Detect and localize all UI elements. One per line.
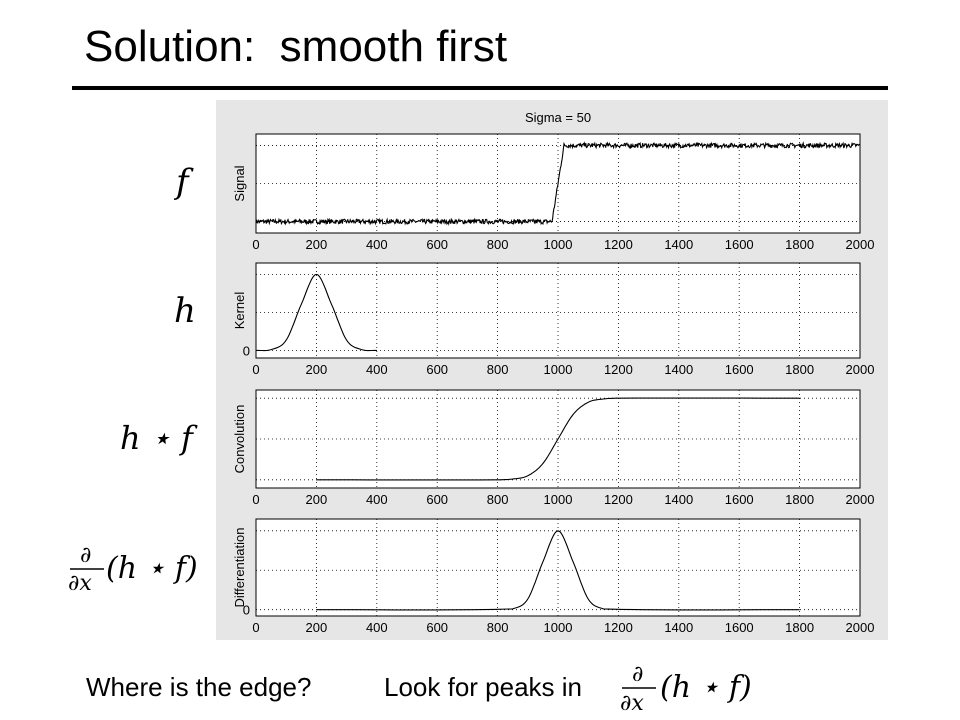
- plot-4-y-axis-label: Differentiation: [232, 528, 247, 608]
- plot-1-series-line: [255, 141, 861, 226]
- plot-1-y-axis-label: Signal: [232, 165, 247, 201]
- plot-2-x-tick-label: 1600: [725, 362, 754, 377]
- plot-4-x-tick-label: 2000: [846, 620, 875, 635]
- plot-4-series-line: [316, 530, 800, 611]
- plot-2-x-tick-label: 1800: [785, 362, 814, 377]
- plot-1-x-tick-label: 200: [306, 237, 328, 252]
- label-partial-bottom: ∂x: [68, 571, 92, 596]
- plot-3-x-tick-label: 1400: [664, 492, 693, 507]
- plot-2-x-tick-label: 0: [252, 362, 259, 377]
- plot-2-x-tick-label: 600: [426, 362, 448, 377]
- plot-2-x-tick-label: 1400: [664, 362, 693, 377]
- footer-partial-bottom: ∂x: [620, 691, 644, 716]
- plot-2-x-tick-label: 1000: [544, 362, 573, 377]
- plot-2-x-tick-label: 800: [487, 362, 509, 377]
- plot-1-x-tick-label: 400: [366, 237, 388, 252]
- plot-4-x-tick-label: 0: [252, 620, 259, 635]
- plot-2-series-line: [256, 273, 377, 352]
- plot-1-title: Sigma = 50: [525, 110, 591, 125]
- footer-partial-top: ∂: [632, 662, 643, 687]
- footer-derivative-expr: (h ⋆ f): [660, 670, 752, 705]
- plot-3-x-tick-label: 400: [366, 492, 388, 507]
- plot-3-x-tick-label: 1800: [785, 492, 814, 507]
- plot-3-x-tick-label: 600: [426, 492, 448, 507]
- label-derivative-expr: (h ⋆ f): [106, 551, 198, 586]
- plot-4-x-tick-label: 1600: [725, 620, 754, 635]
- plot-4-x-tick-label: 1400: [664, 620, 693, 635]
- plot-4-x-tick-label: 600: [426, 620, 448, 635]
- plot-4-x-tick-label: 1800: [785, 620, 814, 635]
- plot-4-x-tick-label: 1200: [604, 620, 633, 635]
- plot-2-x-tick-label: 2000: [846, 362, 875, 377]
- plot-1-x-tick-label: 2000: [846, 237, 875, 252]
- plot-1-x-tick-label: 1200: [604, 237, 633, 252]
- label-h-star-f: h ⋆ f: [120, 419, 198, 457]
- plot-1-x-tick-label: 1600: [725, 237, 754, 252]
- plot-3-series-line: [316, 397, 800, 481]
- plot-2-x-tick-label: 400: [366, 362, 388, 377]
- plot-3-x-tick-label: 2000: [846, 492, 875, 507]
- footer-question: Where is the edge?: [86, 672, 312, 702]
- plot-2-axes: [255, 262, 861, 359]
- plot-2-x-tick-label: 1200: [604, 362, 633, 377]
- footer-hint: Look for peaks in: [384, 672, 583, 702]
- plot-3-x-tick-label: 1200: [604, 492, 633, 507]
- plot-3-x-tick-label: 1600: [725, 492, 754, 507]
- plot-3-x-tick-label: 800: [487, 492, 509, 507]
- plot-1-x-tick-label: 1000: [544, 237, 573, 252]
- plot-4-x-tick-label: 200: [306, 620, 328, 635]
- plot-2-x-tick-label: 200: [306, 362, 328, 377]
- plot-4-x-tick-label: 400: [366, 620, 388, 635]
- plot-4-y-tick-label: 0: [243, 603, 250, 618]
- label-h: h: [174, 291, 196, 331]
- plot-3-y-axis-label: Convolution: [232, 405, 247, 474]
- plot-1-x-tick-label: 800: [487, 237, 509, 252]
- label-f: f: [173, 162, 194, 202]
- title-divider: [72, 86, 888, 90]
- plot-1-x-tick-label: 1800: [785, 237, 814, 252]
- label-partial-top: ∂: [80, 543, 91, 568]
- slide-title: Solution: smooth first: [84, 22, 508, 71]
- plot-1-x-tick-label: 1400: [664, 237, 693, 252]
- plot-2-y-tick-label: 0: [243, 343, 250, 358]
- plot-4-x-tick-label: 800: [487, 620, 509, 635]
- plot-3-x-tick-label: 0: [252, 492, 259, 507]
- plot-2-y-axis-label: Kernel: [232, 292, 247, 330]
- plot-1-x-tick-label: 600: [426, 237, 448, 252]
- plot-1-x-tick-label: 0: [252, 237, 259, 252]
- plot-3-x-tick-label: 1000: [544, 492, 573, 507]
- plot-3-x-tick-label: 200: [306, 492, 328, 507]
- plot-4-x-tick-label: 1000: [544, 620, 573, 635]
